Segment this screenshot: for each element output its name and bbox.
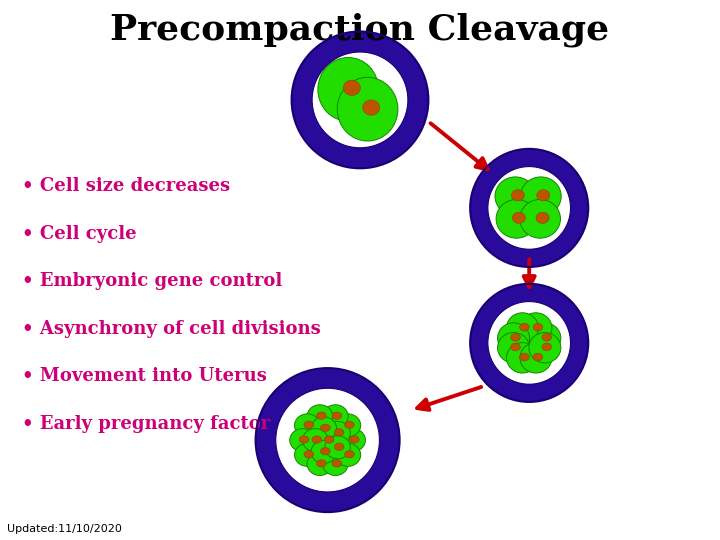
Ellipse shape (520, 323, 529, 331)
Ellipse shape (510, 343, 521, 351)
Ellipse shape (332, 460, 342, 467)
Ellipse shape (542, 334, 552, 341)
Ellipse shape (506, 313, 539, 343)
Ellipse shape (324, 436, 334, 443)
Ellipse shape (323, 453, 348, 475)
Ellipse shape (335, 443, 361, 467)
Ellipse shape (537, 190, 550, 201)
Ellipse shape (520, 199, 560, 238)
Ellipse shape (510, 334, 521, 341)
Text: • Embryonic gene control: • Embryonic gene control (22, 272, 282, 291)
Text: • Cell cycle: • Cell cycle (22, 225, 136, 243)
Ellipse shape (334, 443, 344, 450)
Ellipse shape (312, 436, 322, 443)
Ellipse shape (345, 421, 354, 428)
Ellipse shape (496, 199, 537, 238)
Ellipse shape (349, 436, 359, 443)
Ellipse shape (307, 453, 333, 475)
Ellipse shape (470, 284, 588, 402)
Ellipse shape (498, 323, 530, 353)
Ellipse shape (320, 424, 330, 431)
Text: • Early pregnancy factor: • Early pregnancy factor (22, 415, 270, 433)
Ellipse shape (311, 440, 336, 463)
Ellipse shape (325, 421, 351, 444)
Ellipse shape (520, 353, 529, 361)
Text: • Movement into Uterus: • Movement into Uterus (22, 367, 266, 386)
Ellipse shape (533, 323, 543, 331)
Ellipse shape (488, 166, 570, 249)
Ellipse shape (315, 429, 341, 451)
Text: • Asynchrony of cell divisions: • Asynchrony of cell divisions (22, 320, 320, 338)
Ellipse shape (520, 313, 552, 343)
Ellipse shape (276, 388, 379, 492)
Ellipse shape (256, 368, 400, 512)
Ellipse shape (294, 443, 320, 467)
Ellipse shape (337, 77, 398, 141)
Ellipse shape (470, 149, 588, 267)
Ellipse shape (317, 460, 326, 467)
Ellipse shape (520, 342, 552, 373)
Ellipse shape (292, 31, 428, 168)
Ellipse shape (312, 52, 408, 148)
Ellipse shape (300, 436, 309, 443)
Text: Updated:11/10/2020: Updated:11/10/2020 (7, 523, 122, 534)
Ellipse shape (302, 429, 328, 451)
Text: Precompaction Cleavage: Precompaction Cleavage (110, 12, 610, 47)
Ellipse shape (488, 301, 570, 384)
Ellipse shape (495, 177, 536, 215)
Ellipse shape (536, 212, 549, 224)
Ellipse shape (498, 333, 530, 363)
Ellipse shape (533, 353, 543, 361)
Ellipse shape (323, 405, 348, 428)
Ellipse shape (363, 100, 379, 115)
Ellipse shape (528, 323, 561, 353)
Ellipse shape (542, 343, 552, 351)
Ellipse shape (304, 421, 314, 428)
Ellipse shape (294, 414, 320, 437)
Ellipse shape (345, 451, 354, 458)
Text: • Cell size decreases: • Cell size decreases (22, 177, 230, 195)
Ellipse shape (318, 58, 379, 121)
Ellipse shape (513, 212, 526, 224)
Ellipse shape (289, 429, 315, 451)
Ellipse shape (506, 342, 539, 373)
Ellipse shape (343, 80, 360, 96)
Ellipse shape (511, 190, 524, 201)
Ellipse shape (528, 333, 561, 363)
Ellipse shape (304, 451, 314, 458)
Ellipse shape (340, 429, 366, 451)
Ellipse shape (317, 412, 326, 419)
Ellipse shape (521, 177, 561, 215)
Ellipse shape (307, 405, 333, 428)
Ellipse shape (325, 436, 351, 459)
Ellipse shape (311, 417, 336, 440)
Ellipse shape (332, 412, 342, 419)
Ellipse shape (334, 429, 344, 436)
Ellipse shape (335, 414, 361, 437)
Ellipse shape (320, 448, 330, 455)
